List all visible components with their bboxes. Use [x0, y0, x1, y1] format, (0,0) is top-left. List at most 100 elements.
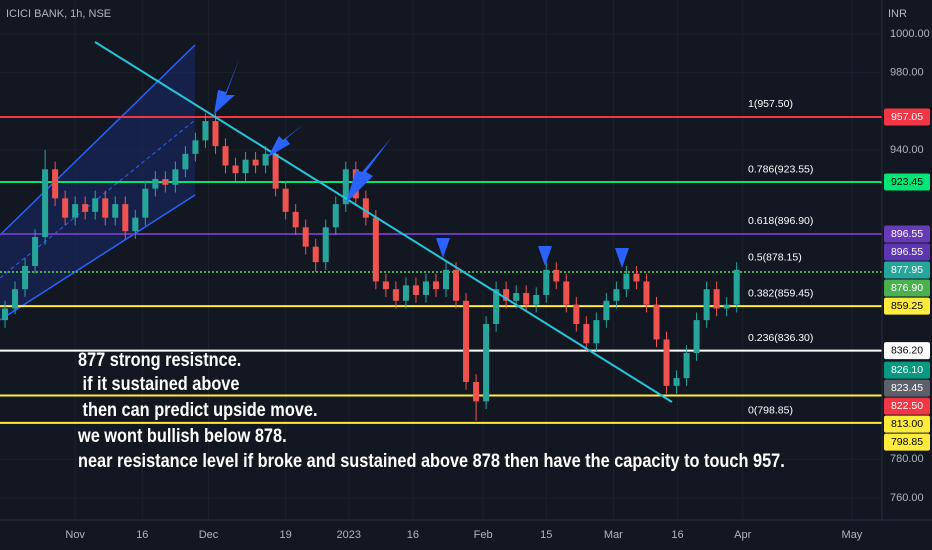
candle-body — [22, 265, 29, 290]
candle-body — [272, 153, 279, 189]
x-tick-label: May — [842, 529, 863, 541]
candle-body — [222, 146, 229, 166]
candle-body — [473, 381, 480, 402]
candle-body — [623, 273, 630, 290]
candle-body — [573, 304, 580, 324]
annotation-line: near resistance level if broke and susta… — [78, 450, 785, 471]
price-label: 836.20 — [891, 344, 923, 356]
x-tick-label: 15 — [540, 529, 552, 541]
candle-body — [483, 323, 490, 402]
candle-body — [372, 217, 379, 282]
candle-body — [703, 289, 710, 321]
candle-body — [12, 289, 19, 309]
arrow — [268, 124, 304, 157]
candle-body — [72, 204, 79, 218]
candle-body — [332, 204, 339, 228]
price-label: 896.55 — [891, 246, 923, 258]
channel-bottom — [0, 194, 196, 321]
candle-body — [62, 198, 69, 218]
price-label-box — [884, 361, 930, 379]
candle-body — [513, 293, 520, 301]
candle-body — [302, 227, 309, 247]
candle-body — [653, 304, 660, 340]
fib-label: 0(798.85) — [748, 405, 793, 417]
fib-label: 0.786(923.55) — [748, 164, 813, 176]
x-tick-label: 19 — [280, 529, 292, 541]
candle-body — [553, 269, 560, 282]
candle-body — [412, 285, 419, 295]
arrow — [538, 213, 552, 266]
y-tick-label: 940.00 — [890, 144, 924, 156]
price-label-box — [884, 279, 930, 297]
candle-body — [583, 323, 590, 344]
price-label: 957.05 — [891, 111, 923, 123]
candle-body — [493, 289, 500, 324]
candle-body — [112, 204, 119, 218]
candle-body — [543, 269, 550, 295]
candle-body — [633, 273, 640, 282]
candle-body — [503, 289, 510, 301]
candle-body — [122, 204, 129, 232]
candle-body — [673, 378, 680, 386]
candles — [2, 113, 740, 421]
candle-body — [713, 289, 720, 309]
axis: 760.00 780.00 940.00 980.00 1000.00 Nov 16 Dec 1… — [65, 28, 930, 541]
candle-body — [613, 289, 620, 301]
price-label-box — [884, 379, 930, 397]
x-tick-label: 16 — [136, 529, 148, 541]
candle-body — [422, 281, 429, 295]
candle-body — [162, 179, 169, 185]
candle-body — [533, 294, 540, 305]
price-label-box — [884, 243, 930, 261]
candle-body — [232, 165, 239, 174]
candle-body — [172, 169, 179, 185]
price-label: 923.45 — [891, 176, 923, 188]
candle-body — [252, 159, 259, 166]
candle-body — [242, 159, 249, 174]
candle-body — [693, 320, 700, 353]
candle-body — [132, 217, 139, 232]
currency: INR — [888, 8, 907, 20]
arrow — [436, 200, 450, 258]
candle-body — [182, 153, 189, 170]
fib-label: 1(957.50) — [748, 98, 793, 110]
price-label-box — [884, 397, 930, 415]
candle-body — [102, 198, 109, 218]
candle-body — [152, 179, 159, 189]
candle-body — [322, 227, 329, 263]
price-label: 877.95 — [891, 264, 923, 276]
candle-body — [392, 289, 399, 301]
candle-body — [2, 308, 9, 321]
candle-body — [463, 300, 470, 382]
candle-body — [663, 339, 670, 386]
candle-body — [32, 236, 39, 266]
x-tick-label: 16 — [671, 529, 683, 541]
price-label-box — [884, 225, 930, 243]
trendline — [94, 41, 673, 403]
candle-body — [683, 352, 690, 379]
levels — [0, 116, 882, 424]
candle-body — [432, 281, 439, 290]
x-tick-label: 16 — [407, 529, 419, 541]
price-label-box — [884, 108, 930, 126]
price-label-box — [884, 261, 930, 279]
price-label: 798.85 — [891, 436, 923, 448]
candle-body — [142, 188, 149, 218]
x-tick-label: Feb — [474, 529, 493, 541]
price-label: 823.45 — [891, 382, 923, 394]
candle-body — [723, 304, 730, 309]
fib-label: 0.5(878.15) — [748, 251, 802, 263]
x-tick-label: Mar — [604, 529, 623, 541]
arrows — [214, 57, 629, 268]
candle-body — [603, 300, 610, 321]
y-tick-label: 760.00 — [890, 492, 924, 504]
candle-body — [292, 211, 299, 228]
price-label-box — [884, 433, 930, 451]
price-label-box — [884, 342, 930, 360]
price-label: 859.25 — [891, 300, 923, 312]
arrow — [615, 226, 629, 268]
candle-body — [42, 169, 49, 237]
x-tick-label: 2023 — [337, 529, 361, 541]
price-label: 826.10 — [891, 364, 923, 376]
fib-label: 0.618(896.90) — [748, 215, 813, 227]
